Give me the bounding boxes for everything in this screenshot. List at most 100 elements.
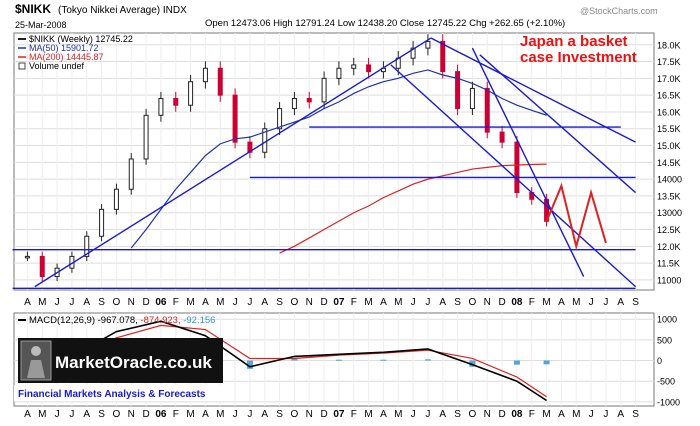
price-y-tick-label: 13.5K (657, 191, 681, 201)
trendline (471, 47, 585, 277)
legend-ma200: MA(200) 14445.87 (29, 52, 104, 62)
price-x-tick-label: A (380, 297, 387, 308)
trendlines (12, 37, 637, 290)
macd-x-tick-label: M (38, 409, 46, 420)
macd-x-tick-label: S (632, 409, 639, 420)
price-y-tick-label: 16.5K (657, 91, 681, 101)
macd-x-tick-label: M (216, 409, 224, 420)
price-bar-body (143, 114, 149, 160)
price-bar-body (232, 94, 238, 143)
price-x-tick-label: O (291, 297, 299, 308)
price-x-tick-label: S (98, 297, 105, 308)
symbol-desc: (Tokyo Nikkei Average) INDX (58, 5, 187, 16)
price-x-tick-label: A (24, 297, 31, 308)
price-x-tick-label: D (320, 297, 327, 308)
macd-x-tick-label: J (55, 409, 60, 420)
logo-emblem-head (31, 346, 41, 356)
macd-x-tick-label: J (603, 409, 608, 420)
price-bar-body (128, 158, 134, 190)
price-y-tick-label: 16.0K (657, 107, 681, 117)
trendline (479, 54, 637, 194)
price-x-tick-label: A (617, 297, 624, 308)
macd-x-tick-label: M (572, 409, 580, 420)
price-bar-body (24, 255, 30, 259)
price-x-tick-label: J (55, 297, 60, 308)
price-x-tick-label: J (589, 297, 594, 308)
macd-x-tick-label: 06 (155, 409, 167, 420)
price-x-tick-label: J (247, 297, 252, 308)
price-bar-body (499, 131, 505, 143)
trendline (430, 37, 636, 143)
price-x-tick-label: 08 (511, 297, 523, 308)
price-bar-body (39, 255, 45, 278)
tagline-box (14, 385, 226, 401)
legend-ma50: MA(50) 15901.72 (29, 43, 99, 53)
macd-x-tick-label: N (484, 409, 491, 420)
price-y-tick-label: 12.0K (657, 242, 681, 252)
histogram-bar (291, 358, 298, 361)
price-bar-body (158, 98, 164, 116)
macd-x-tick-label: O (113, 409, 121, 420)
macd-x-tick-label: S (454, 409, 461, 420)
macd-legend-label: MACD(12,26,9) (29, 315, 95, 326)
histogram-bar (380, 359, 387, 361)
macd-x-tick-label: D (320, 409, 327, 420)
price-x-tick-label: A (83, 297, 90, 308)
price-bar-body (351, 64, 357, 69)
price-y-axis: 11000 11.5K 12.0K 12.5K 13000 13.5K 14000 14.5K… (657, 40, 682, 285)
price-y-tick-label: 17.0K (657, 74, 681, 84)
histogram-bar (335, 359, 342, 361)
legend-volume: Volume undef (29, 61, 85, 71)
price-x-tick-label: F (529, 297, 535, 308)
macd-x-tick-label: A (261, 409, 268, 420)
price-bar-body (440, 40, 446, 73)
macd-x-tick-label: D (498, 409, 505, 420)
price-y-tick-label: 11000 (657, 275, 681, 285)
logo-box (18, 338, 223, 383)
macd-x-axis: A M J J A S O N D 06 F M A M J J A S O N D 07 F M A M J J A S O N D 08 F M A… (24, 409, 639, 420)
price-x-tick-label: S (276, 297, 283, 308)
histogram-bar (469, 360, 476, 367)
price-bar-body (84, 235, 90, 257)
price-x-tick-label: J (425, 297, 430, 308)
price-panel (13, 32, 655, 291)
price-x-tick-label: M (38, 297, 46, 308)
price-y-tick-label: 12.5K (657, 225, 681, 235)
macd-y-tick-label: -500 (657, 377, 675, 387)
price-bar-body (188, 81, 194, 106)
price-x-tick-label: N (306, 297, 313, 308)
macd-x-tick-label: F (351, 409, 357, 420)
price-x-tick-label: D (142, 297, 149, 308)
macd-x-tick-label: J (247, 409, 252, 420)
price-y-tick-label: 15.5K (657, 124, 681, 134)
price-bar-body (113, 188, 119, 210)
ohlc-readout: Open 12473.06 High 12791.24 Low 12438.20… (205, 18, 565, 29)
svg-text:MACD(12,26,9) -967.078, -874.9: MACD(12,26,9) -967.078, -874.923, -92.15… (29, 315, 215, 326)
price-bar-body (306, 98, 312, 103)
price-bar-body (336, 67, 342, 79)
price-x-tick-label: F (173, 297, 179, 308)
price-x-tick-label: M (364, 297, 372, 308)
price-bar-body (366, 64, 372, 73)
price-bar-body (425, 40, 431, 49)
price-bar-body (217, 67, 223, 96)
histogram-bar (424, 359, 431, 361)
macd-x-tick-label: A (83, 409, 90, 420)
price-x-tick-label: O (469, 297, 477, 308)
price-x-axis: A M J J A S O N D 06 F M A M J J A S O N D 07 F M A M J J A S O N D 08 F M A… (24, 297, 639, 308)
legend-price: $NIKK (Weekly) 12745.22 (29, 34, 133, 44)
price-grid (14, 33, 654, 290)
macd-x-tick-label: S (276, 409, 283, 420)
price-x-tick-label: M (572, 297, 580, 308)
chart-date: 25-Mar-2008 (15, 20, 67, 30)
histogram-bar (543, 360, 550, 365)
price-x-tick-label: A (558, 297, 565, 308)
annotation-line-2: case Investment (520, 49, 637, 66)
price-bar-body (410, 47, 416, 59)
stockcharts-watermark: @StockCharts.com (580, 6, 658, 16)
price-x-tick-label: F (351, 297, 357, 308)
macd-x-tick-label: J (411, 409, 416, 420)
macd-x-tick-label: J (425, 409, 430, 420)
macd-x-tick-label: O (469, 409, 477, 420)
